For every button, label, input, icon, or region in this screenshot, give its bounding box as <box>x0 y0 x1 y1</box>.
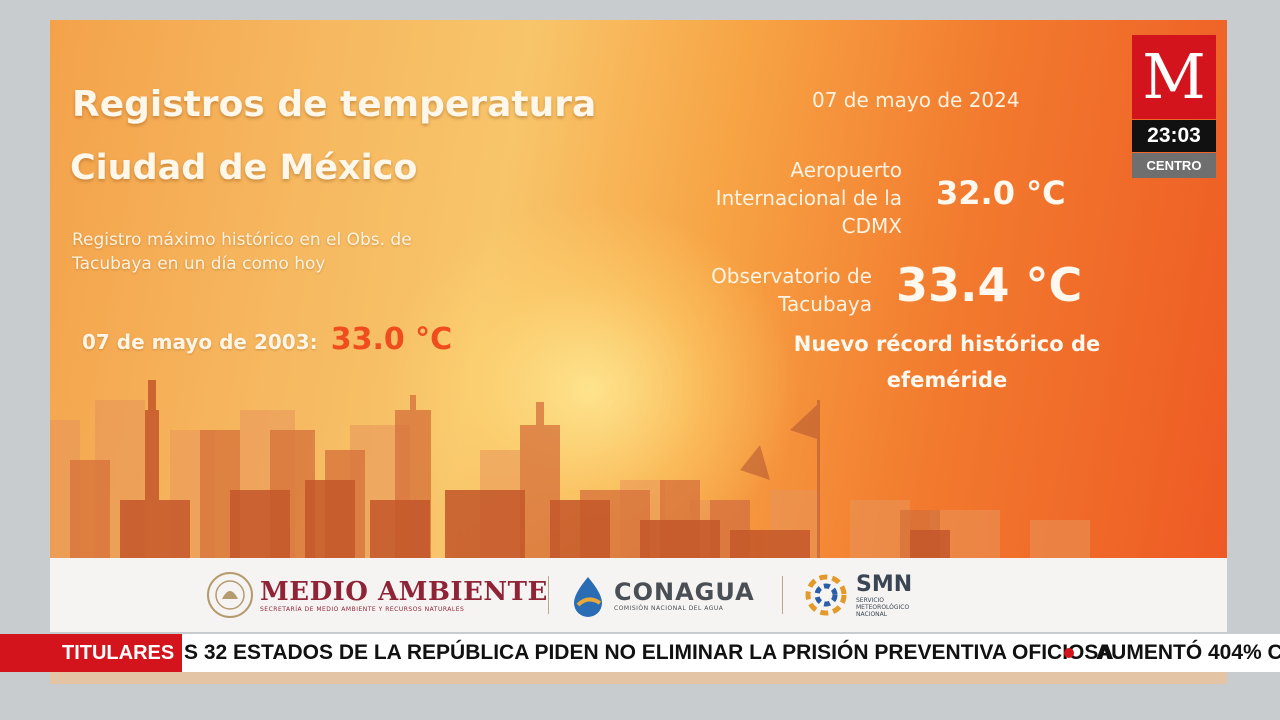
smn-logo: SMN SERVICIO METEOROLÓGICO NACIONAL <box>802 568 916 622</box>
medio-ambiente-logo: MEDIO AMBIENTE SECRETARÍA DE MEDIO AMBIE… <box>206 568 548 622</box>
smn-subtitle: SERVICIO METEOROLÓGICO NACIONAL <box>856 596 910 618</box>
city-skyline-illustration <box>50 380 1090 558</box>
temperature-infographic: Registros de temperatura Ciudad de Méxic… <box>50 20 1227 558</box>
city-name: Ciudad de México <box>70 148 418 188</box>
channel-time-zone: CENTRO <box>1132 153 1216 178</box>
historic-record-description: Registro máximo histórico en el Obs. de … <box>72 230 412 274</box>
mexico-coat-of-arms-icon <box>207 572 253 618</box>
smn-title: SMN <box>856 571 913 597</box>
slide-title: Registros de temperatura <box>72 84 597 125</box>
conagua-title: CONAGUA <box>614 577 755 606</box>
station-tacubaya-name: Observatorio de Tacubaya <box>711 264 872 316</box>
station-airport-name: Aeropuerto Internacional de la CDMX <box>715 158 902 238</box>
channel-logo: M <box>1132 35 1216 119</box>
new-record-note: Nuevo récord histórico de efeméride <box>793 332 1101 392</box>
logo-divider <box>782 576 783 614</box>
news-ticker: TITULARES S 32 ESTADOS DE LA REPÚBLICA P… <box>0 634 1280 672</box>
conagua-drop-icon <box>574 577 602 617</box>
station-airport-temperature: 32.0 °C <box>936 174 1066 212</box>
historic-record-date: 07 de mayo de 2003: <box>82 330 318 354</box>
smn-swirl-icon <box>805 574 847 616</box>
ticker-next-headline: AUMENTÓ 404% CO <box>1096 641 1280 664</box>
conagua-logo: CONAGUA COMISIÓN NACIONAL DEL AGUA <box>568 568 755 622</box>
logo-divider <box>548 576 549 614</box>
historic-record-value: 33.0 °C <box>330 322 453 357</box>
ticker-headline: S 32 ESTADOS DE LA REPÚBLICA PIDEN NO EL… <box>184 641 1114 664</box>
ticker-separator-dot <box>1064 648 1074 658</box>
conagua-subtitle: COMISIÓN NACIONAL DEL AGUA <box>614 604 724 612</box>
medio-ambiente-subtitle: SECRETARÍA DE MEDIO AMBIENTE Y RECURSOS … <box>260 605 465 613</box>
medio-ambiente-title: MEDIO AMBIENTE <box>260 576 548 607</box>
agency-logos-bar: MEDIO AMBIENTE SECRETARÍA DE MEDIO AMBIE… <box>50 558 1227 632</box>
ticker-label: TITULARES <box>0 634 182 672</box>
current-date: 07 de mayo de 2024 <box>812 88 1020 112</box>
station-tacubaya-temperature: 33.4 °C <box>896 258 1083 312</box>
bottom-strip <box>50 672 1227 684</box>
channel-clock: 23:03 <box>1132 120 1216 152</box>
historic-record: 07 de mayo de 2003: 33.0 °C <box>82 322 452 357</box>
